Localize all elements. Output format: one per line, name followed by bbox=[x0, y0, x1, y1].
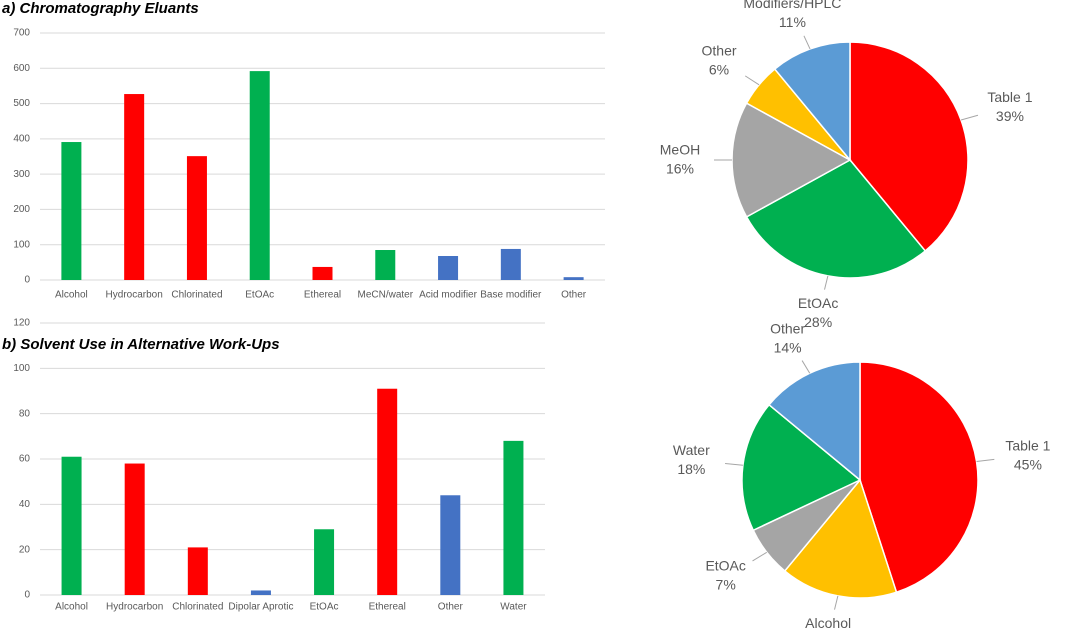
bar bbox=[249, 71, 270, 280]
x-tick-label: Acid modifier bbox=[419, 290, 477, 301]
pie-value-label: 39% bbox=[996, 108, 1024, 124]
leader-line bbox=[960, 114, 979, 121]
x-tick-label: MeCN/water bbox=[357, 290, 413, 301]
x-tick-label: Alcohol bbox=[55, 602, 88, 613]
bar bbox=[438, 256, 459, 280]
x-tick-label: Ethereal bbox=[369, 602, 406, 613]
y-tick-label: 400 bbox=[13, 133, 30, 144]
pie-value-label: 16% bbox=[814, 634, 842, 635]
x-tick-label: EtOAc bbox=[310, 602, 339, 613]
pie-label: Other bbox=[770, 321, 805, 337]
bar bbox=[250, 590, 271, 595]
pie-value-label: 11% bbox=[779, 14, 806, 30]
x-tick-label: Other bbox=[438, 602, 464, 613]
bar bbox=[314, 529, 335, 595]
leader-line bbox=[824, 275, 829, 290]
y-tick-label: 700 bbox=[13, 28, 30, 39]
leader-line bbox=[834, 595, 839, 610]
bar bbox=[61, 142, 82, 280]
leader-line bbox=[744, 75, 760, 86]
pie-label: EtOAc bbox=[798, 295, 838, 311]
y-tick-label: 20 bbox=[19, 544, 31, 555]
bar bbox=[563, 277, 584, 280]
pie-value-label: 16% bbox=[666, 161, 694, 177]
pie-value-label: 45% bbox=[1014, 456, 1042, 472]
pie-label: Water bbox=[673, 442, 710, 458]
y-tick-label: 500 bbox=[13, 98, 30, 109]
bar bbox=[187, 547, 208, 595]
bar bbox=[124, 94, 145, 281]
pie-slice bbox=[859, 361, 979, 594]
pie-label: Table 1 bbox=[987, 89, 1032, 105]
x-tick-label: Ethereal bbox=[304, 290, 341, 301]
pie-value-label: 7% bbox=[716, 576, 736, 592]
y-tick-label: 0 bbox=[24, 275, 30, 286]
bar bbox=[186, 156, 207, 280]
x-tick-label: EtOAc bbox=[245, 290, 274, 301]
bar bbox=[375, 250, 396, 280]
bar bbox=[503, 440, 524, 595]
y-tick-label: 100 bbox=[13, 363, 30, 374]
pie-label: Alcohol bbox=[805, 615, 851, 631]
pie-label: MeOH bbox=[660, 142, 700, 158]
x-tick-label: Base modifier bbox=[480, 290, 542, 301]
y-tick-label: 40 bbox=[19, 499, 31, 510]
x-tick-label: Dipolar Aprotic bbox=[228, 602, 293, 613]
y-tick-label: 120 bbox=[13, 318, 30, 329]
y-tick-label: 600 bbox=[13, 63, 30, 74]
y-tick-label: 80 bbox=[19, 408, 31, 419]
x-tick-label: Alcohol bbox=[55, 290, 88, 301]
bar bbox=[124, 463, 145, 595]
x-tick-label: Chlorinated bbox=[171, 290, 222, 301]
y-tick-label: 0 bbox=[24, 590, 30, 601]
leader-line bbox=[725, 462, 743, 466]
pie-label: EtOAc bbox=[705, 557, 745, 573]
pie-value-label: 6% bbox=[709, 61, 729, 77]
chart-title: a) Chromatography Eluants bbox=[2, 0, 199, 17]
y-tick-label: 60 bbox=[19, 454, 31, 465]
x-tick-label: Water bbox=[500, 602, 527, 613]
bar bbox=[440, 495, 461, 595]
leader-line bbox=[752, 551, 768, 562]
leader-line bbox=[976, 458, 995, 463]
pie-slice bbox=[745, 159, 927, 279]
pie-label: Other bbox=[702, 42, 737, 58]
bar bbox=[61, 456, 82, 595]
y-tick-label: 100 bbox=[13, 239, 30, 250]
x-tick-label: Chlorinated bbox=[172, 602, 223, 613]
x-tick-label: Other bbox=[561, 290, 587, 301]
pie-value-label: 18% bbox=[677, 461, 705, 477]
bar bbox=[500, 248, 521, 280]
y-tick-label: 200 bbox=[13, 204, 30, 215]
pie-label: Table 1 bbox=[1005, 437, 1050, 453]
pie-value-label: 28% bbox=[804, 314, 832, 330]
leader-line bbox=[803, 35, 811, 50]
chart-title: b) Solvent Use in Alternative Work-Ups bbox=[2, 336, 280, 353]
y-tick-label: 300 bbox=[13, 169, 30, 180]
pie-value-label: 14% bbox=[774, 340, 802, 356]
pie-slice bbox=[731, 102, 852, 218]
leader-line bbox=[801, 360, 811, 374]
pie-label: Modifiers/HPLC bbox=[743, 0, 841, 11]
bar bbox=[312, 266, 333, 280]
x-tick-label: Hydrocarbon bbox=[106, 602, 163, 613]
pie-slice bbox=[741, 403, 862, 532]
x-tick-label: Hydrocarbon bbox=[106, 290, 163, 301]
bar bbox=[377, 388, 398, 595]
